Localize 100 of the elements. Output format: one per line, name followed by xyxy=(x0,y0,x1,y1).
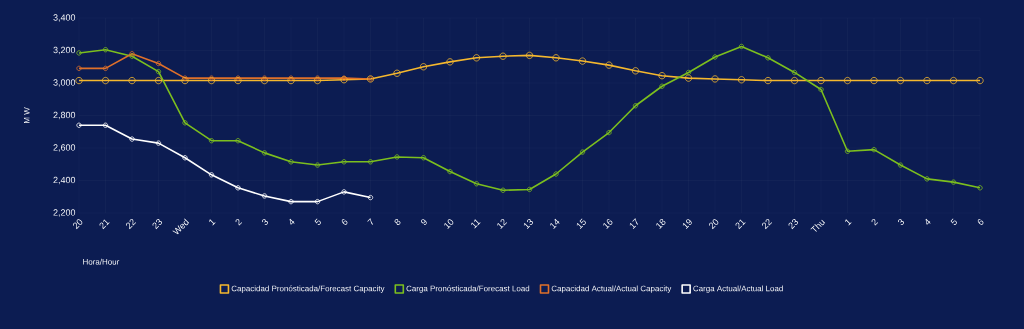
point xyxy=(128,76,136,85)
point xyxy=(605,61,613,69)
point xyxy=(314,162,321,168)
x-tick-label: 5 xyxy=(950,218,957,225)
x-tick-label: 2 xyxy=(871,219,879,226)
point xyxy=(632,103,639,109)
point xyxy=(420,155,427,161)
point xyxy=(101,76,110,85)
point xyxy=(472,54,481,62)
point xyxy=(764,76,772,85)
x-tick-label: 6 xyxy=(341,219,348,225)
point xyxy=(923,76,931,85)
x-tick-label: 5 xyxy=(314,218,321,225)
point xyxy=(818,86,824,93)
point xyxy=(950,179,957,185)
x-tick-label: 1 xyxy=(845,219,852,226)
x-tick-label: 4 xyxy=(925,218,931,225)
point xyxy=(447,168,453,175)
x-tick-label: 14 xyxy=(550,218,560,229)
point xyxy=(288,75,294,81)
point xyxy=(288,199,294,205)
point xyxy=(553,171,559,177)
x-tick-label: 23 xyxy=(152,219,162,230)
point xyxy=(155,69,162,75)
point xyxy=(684,74,693,82)
point xyxy=(659,83,665,89)
x-tick-label: 10 xyxy=(444,219,454,229)
x-tick-label: 13 xyxy=(523,219,534,229)
point xyxy=(182,155,188,161)
x-tick-label: 17 xyxy=(629,218,639,229)
point xyxy=(896,76,905,85)
point xyxy=(843,76,852,85)
point xyxy=(949,76,958,85)
x-tick-label: Thu xyxy=(810,219,826,232)
point xyxy=(871,147,877,153)
x-tick-label: 21 xyxy=(735,219,746,230)
point xyxy=(341,189,347,195)
x-tick-label: 20 xyxy=(709,219,719,230)
point xyxy=(394,154,400,160)
point xyxy=(234,76,242,85)
x-tick-label: 7 xyxy=(367,218,374,225)
point xyxy=(208,138,215,144)
point xyxy=(182,75,188,81)
point xyxy=(261,75,268,81)
x-tick-label: 21 xyxy=(99,219,110,230)
point xyxy=(287,76,295,85)
point xyxy=(765,55,771,61)
point xyxy=(288,159,294,165)
x-tick-label: 23 xyxy=(788,219,799,230)
point xyxy=(235,75,241,81)
point xyxy=(235,185,241,191)
point xyxy=(791,69,798,76)
point xyxy=(314,75,321,81)
point xyxy=(446,58,454,66)
point xyxy=(261,193,268,199)
x-tick-label: 19 xyxy=(682,219,692,229)
point xyxy=(155,60,162,67)
point xyxy=(235,138,241,144)
y-tick-label: 2,600 xyxy=(53,144,76,152)
x-tick-label: 18 xyxy=(656,219,666,229)
x-tick-label: 3 xyxy=(262,219,269,225)
point xyxy=(102,47,109,53)
point xyxy=(658,72,666,80)
point xyxy=(738,43,745,50)
point xyxy=(499,52,507,60)
y-tick-label: 3,200 xyxy=(53,46,76,55)
point xyxy=(631,67,640,75)
point xyxy=(207,76,216,85)
point xyxy=(102,122,109,128)
x-tick-label: 8 xyxy=(394,219,401,225)
y-tick-label: 2,200 xyxy=(53,209,76,217)
x-tick-label: 2 xyxy=(235,219,243,226)
point xyxy=(341,159,347,165)
point xyxy=(897,162,904,168)
x-tick-label: 11 xyxy=(471,219,481,229)
point xyxy=(817,76,825,85)
point xyxy=(102,65,109,71)
point xyxy=(844,148,851,154)
x-tick-label: 4 xyxy=(289,218,295,225)
x-tick-label: 6 xyxy=(977,219,984,225)
y-tick-label: 3,000 xyxy=(53,79,76,87)
point xyxy=(737,76,746,84)
point xyxy=(473,181,480,187)
point xyxy=(924,176,930,182)
x-tick-label: 15 xyxy=(576,218,586,229)
point xyxy=(393,69,401,77)
point xyxy=(181,76,189,85)
x-tick-label: 3 xyxy=(898,219,905,225)
point xyxy=(367,159,374,165)
x-tick-label: 12 xyxy=(497,219,508,229)
point xyxy=(712,54,718,60)
point xyxy=(155,140,162,146)
point xyxy=(552,54,560,62)
x-tick-label: 1 xyxy=(209,219,216,226)
y-tick-label: 2,400 xyxy=(53,176,76,185)
x-tick-label: 22 xyxy=(126,219,137,230)
point xyxy=(525,51,534,59)
point xyxy=(129,136,135,142)
x-tick-label: 9 xyxy=(421,219,427,225)
point xyxy=(260,76,269,85)
